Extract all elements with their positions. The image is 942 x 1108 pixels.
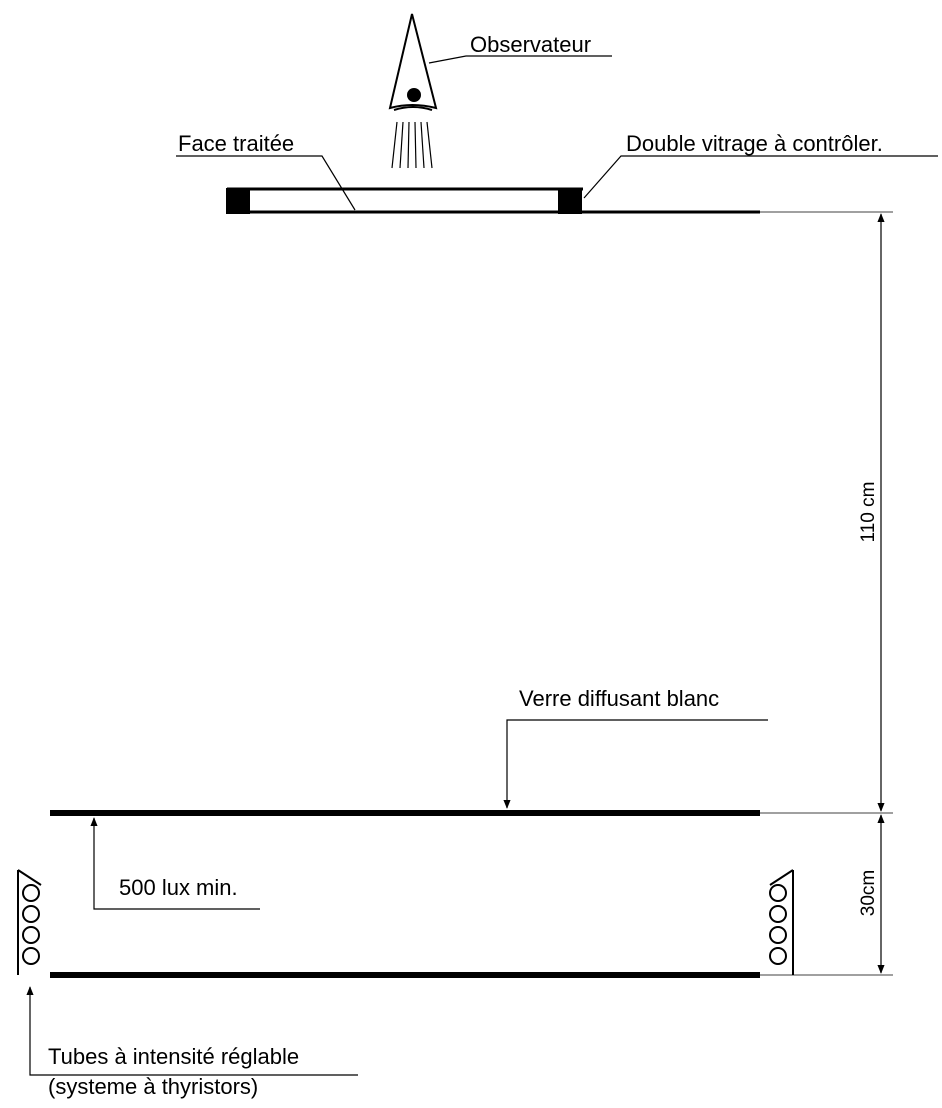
tubes-leader: [26, 986, 358, 1076]
treated-face-label: Face traitée: [178, 131, 294, 156]
observer-leader: [428, 55, 612, 64]
right-tube-lamps-icon: [769, 869, 794, 975]
spacer-left: [226, 188, 250, 214]
dimension-label-110: 110 cm: [858, 482, 879, 543]
observer-gaze-rays: [391, 121, 433, 169]
lux-label: 500 lux min.: [119, 875, 238, 900]
diffusing-glass-leader: [503, 719, 768, 809]
observer-eye-icon: [388, 13, 438, 111]
tubes-label-line1: Tubes à intensité réglable: [48, 1044, 299, 1069]
double-glazing-label: Double vitrage à contrôler.: [626, 131, 883, 156]
spacer-right: [558, 188, 582, 214]
double-glazing-leader: [583, 155, 938, 199]
treated-face-leader: [176, 155, 356, 211]
observer-label: Observateur: [470, 32, 591, 57]
diffusing-glass-label: Verre diffusant blanc: [519, 686, 719, 711]
double-glazing-unit: [226, 187, 760, 214]
dimension-label-30: 30cm: [858, 870, 879, 916]
tubes-label-line2: (systeme à thyristors): [48, 1074, 258, 1099]
left-tube-lamps-icon: [17, 869, 42, 975]
lux-leader: [90, 817, 260, 910]
